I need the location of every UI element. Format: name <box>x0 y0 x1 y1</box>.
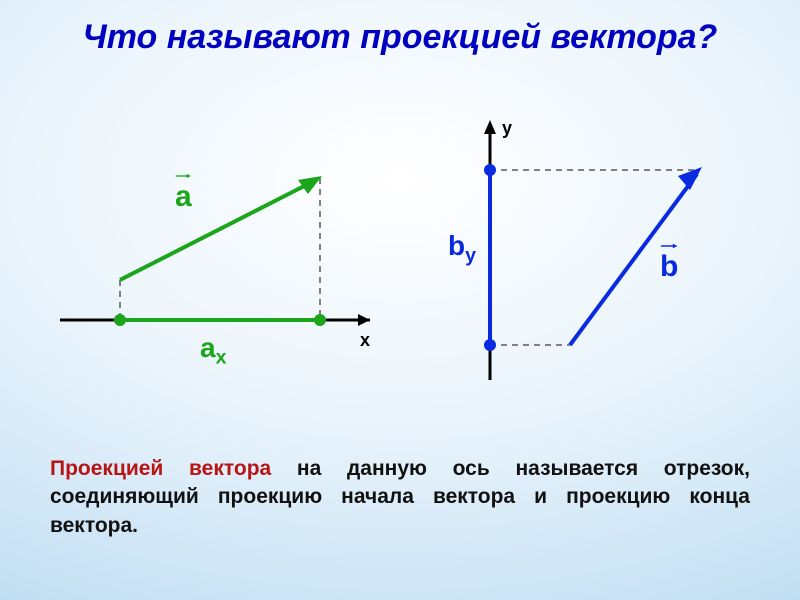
projection-ax-label: ax <box>200 332 226 370</box>
axis-y-label: y <box>502 118 512 139</box>
dot-b-start <box>484 339 496 351</box>
vector-a-arrow <box>298 176 322 194</box>
dot-b-end <box>484 164 496 176</box>
vector-a-label: a <box>175 180 192 214</box>
axis-x-label: x <box>360 330 370 351</box>
projection-by-label: by <box>448 230 476 268</box>
diagram-area: x a ax <box>0 110 800 430</box>
vector-b-label: b <box>660 250 678 284</box>
vector-a-overarrow <box>175 172 192 180</box>
vector-b-letter: b <box>660 250 678 283</box>
ax-letter: a <box>200 332 216 363</box>
ax-sub: x <box>216 347 227 369</box>
diagram-b-svg <box>450 120 750 400</box>
diagram-b: y b by <box>450 120 750 405</box>
by-sub: y <box>465 245 476 267</box>
definition-highlight: Проекцией вектора <box>50 457 271 480</box>
vector-b-overarrow <box>660 242 678 250</box>
dot-a-end <box>314 314 326 326</box>
page-title: Что называют проекцией вектора? <box>83 18 718 57</box>
by-letter: b <box>448 230 465 261</box>
axis-x-arrow <box>358 314 370 326</box>
diagram-a: x a ax <box>60 160 390 375</box>
vector-a <box>120 180 316 280</box>
vector-a-letter: a <box>175 180 192 213</box>
dot-a-start <box>114 314 126 326</box>
axis-y-arrow <box>484 120 496 134</box>
definition-text: Проекцией вектора на данную ось называет… <box>50 455 750 540</box>
